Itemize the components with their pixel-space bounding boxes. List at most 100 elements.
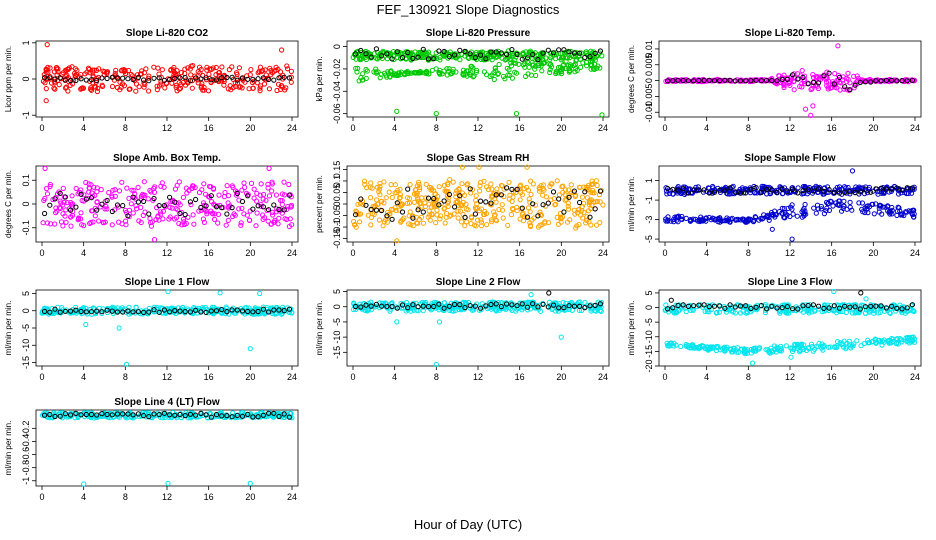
data-point — [899, 304, 905, 310]
data-point — [824, 199, 830, 205]
data-point — [445, 200, 451, 206]
data-point — [821, 308, 828, 314]
data-point — [545, 304, 551, 310]
data-point — [528, 178, 534, 184]
data-point — [374, 184, 380, 190]
data-point — [805, 81, 811, 87]
data-point — [88, 85, 94, 91]
data-point — [364, 68, 370, 74]
data-point — [93, 84, 99, 90]
outlier-point — [217, 290, 223, 296]
data-point — [253, 223, 259, 229]
data-point — [114, 202, 121, 208]
data-point — [540, 182, 547, 188]
data-point — [825, 86, 831, 92]
data-point — [478, 198, 484, 204]
data-point — [743, 190, 749, 196]
data-point — [583, 220, 589, 226]
data-point — [886, 189, 892, 195]
x-tick-label: 16 — [827, 372, 837, 382]
data-point — [399, 209, 406, 215]
data-point — [550, 189, 557, 195]
data-point — [468, 52, 474, 58]
data-point — [167, 194, 173, 200]
data-point — [187, 309, 193, 315]
data-point — [173, 82, 179, 88]
data-point — [875, 191, 881, 197]
data-point — [94, 77, 100, 84]
data-point — [357, 219, 363, 225]
data-point — [251, 195, 257, 201]
data-point — [146, 211, 152, 217]
data-point — [795, 185, 801, 191]
data-point — [417, 216, 423, 223]
data-point — [507, 192, 513, 198]
x-tick-label: 12 — [473, 372, 483, 382]
data-point — [172, 308, 178, 314]
data-point — [229, 307, 235, 313]
data-point — [493, 301, 499, 307]
data-point — [171, 64, 177, 71]
data-point — [211, 304, 217, 310]
data-point — [844, 75, 850, 81]
data-point — [405, 70, 411, 77]
y-axis-label: percent per min. — [315, 175, 324, 233]
data-point — [854, 73, 860, 79]
data-point — [837, 308, 843, 315]
points-line3 — [662, 288, 918, 366]
data-point — [496, 61, 502, 68]
data-point — [899, 187, 905, 193]
data-point — [415, 304, 421, 310]
data-point — [128, 71, 134, 78]
data-point — [141, 77, 147, 83]
data-point — [245, 308, 251, 315]
data-point — [735, 216, 741, 222]
data-point — [457, 47, 463, 54]
data-point — [535, 213, 541, 219]
data-point — [73, 304, 79, 310]
data-point — [255, 308, 261, 315]
data-point — [472, 303, 478, 309]
data-point — [566, 206, 572, 212]
data-point — [393, 207, 399, 214]
x-tick-label: 24 — [910, 123, 920, 133]
data-point — [491, 209, 497, 215]
data-point — [426, 201, 432, 207]
data-point — [713, 310, 720, 316]
data-point — [842, 84, 848, 90]
data-point — [905, 190, 911, 197]
data-point — [187, 66, 193, 72]
data-point — [577, 50, 583, 56]
data-point — [198, 76, 204, 82]
data-point — [457, 208, 463, 214]
data-point — [410, 223, 416, 229]
data-point — [552, 202, 558, 208]
data-point — [523, 73, 529, 80]
data-point — [208, 193, 214, 199]
data-point — [799, 68, 805, 74]
data-point — [254, 190, 260, 196]
data-point — [82, 71, 88, 77]
data-point — [507, 72, 513, 79]
data-point — [538, 212, 545, 218]
data-point — [275, 81, 282, 87]
data-point — [663, 218, 669, 224]
data-point — [362, 181, 368, 188]
data-point — [727, 77, 733, 83]
data-point — [784, 76, 791, 82]
outlier-point — [831, 288, 837, 295]
data-point — [815, 206, 821, 212]
data-point — [219, 205, 225, 211]
data-point — [573, 225, 579, 231]
data-point — [670, 191, 676, 197]
data-point — [691, 187, 697, 193]
data-point — [378, 50, 384, 57]
data-point — [530, 181, 536, 187]
data-point — [851, 73, 857, 80]
data-point — [429, 186, 435, 192]
data-point — [286, 181, 292, 188]
data-point — [543, 203, 549, 209]
data-point — [425, 56, 432, 62]
data-point — [431, 303, 437, 310]
data-point — [160, 208, 166, 214]
